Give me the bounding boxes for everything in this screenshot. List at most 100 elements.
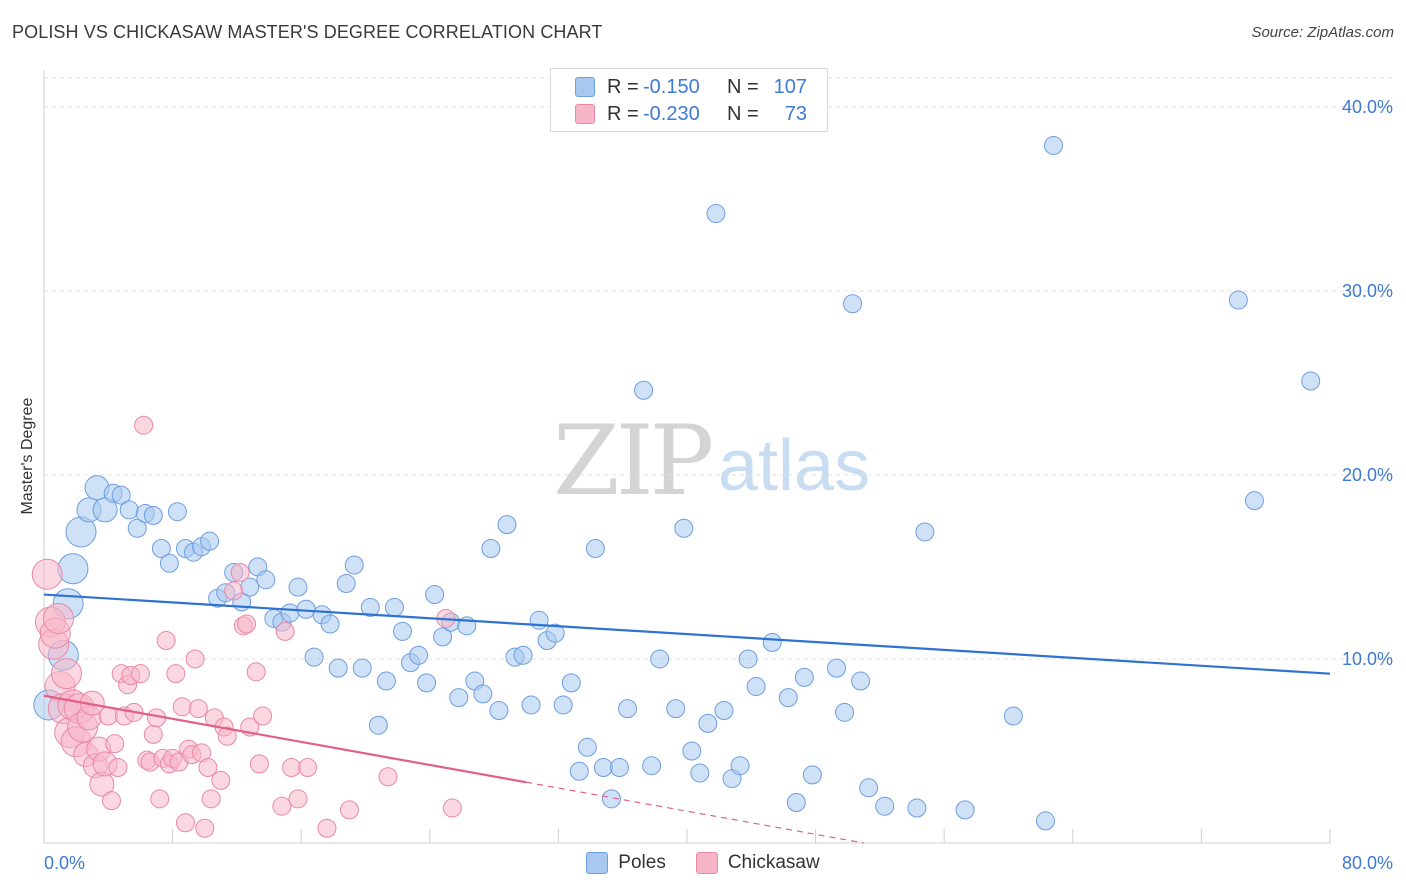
poles-point — [376, 671, 396, 691]
chickasaw-point — [42, 602, 74, 634]
y-tick-label: 10.0% — [1342, 649, 1393, 669]
poles-point — [642, 756, 662, 776]
poles-point — [384, 597, 404, 617]
poles-point — [449, 688, 469, 708]
chickasaw-point — [143, 724, 163, 744]
poles-point — [119, 500, 139, 520]
poles-point — [666, 699, 686, 719]
poles-point — [288, 577, 308, 597]
poles-point — [1044, 135, 1064, 155]
chickasaw-point — [102, 791, 122, 811]
poles-point — [433, 627, 453, 647]
chickasaw-point — [211, 770, 231, 790]
chickasaw-point — [230, 562, 250, 582]
poles-point — [360, 597, 380, 617]
poles-point — [794, 667, 814, 687]
poles-point — [698, 713, 718, 733]
chickasaw-point — [175, 813, 195, 833]
poles-point — [1244, 491, 1264, 511]
poles-point — [746, 677, 766, 697]
y-tick-label: 40.0% — [1342, 97, 1393, 117]
legend-row-chickasaw: R = -0.230 N = 73 — [575, 102, 807, 126]
chickasaw-point — [246, 662, 266, 682]
poles-point — [336, 573, 356, 593]
poles-point — [513, 645, 533, 665]
poles-point — [417, 673, 437, 693]
chickasaw-point — [317, 818, 337, 838]
poles-point — [851, 671, 871, 691]
poles-point — [1035, 811, 1055, 831]
legend-n-label: N = — [727, 102, 759, 125]
poles-point — [762, 632, 782, 652]
legend-n-value-poles: 107 — [773, 75, 807, 98]
correlation-legend: R = -0.150 N = 107 R = -0.230 N = 73 — [550, 68, 828, 132]
chart-source: Source: ZipAtlas.com — [1251, 24, 1394, 41]
poles-point — [425, 585, 445, 605]
poles-point — [786, 793, 806, 813]
x-tick-label-min: 0.0% — [44, 853, 85, 873]
legend-n-label: N = — [727, 75, 759, 98]
poles-point — [650, 649, 670, 669]
poles-point — [826, 658, 846, 678]
legend-row-poles: R = -0.150 N = 107 — [575, 75, 807, 99]
poles-point — [256, 570, 276, 590]
poles-point — [706, 204, 726, 224]
chickasaw-point — [298, 758, 318, 778]
chickasaw-point — [150, 789, 170, 809]
axes — [43, 70, 1331, 844]
poles-point — [802, 765, 822, 785]
poles-point — [320, 614, 340, 634]
poles-point — [1228, 290, 1248, 310]
poles-point — [843, 294, 863, 314]
poles-point — [111, 485, 131, 505]
poles-point — [368, 715, 388, 735]
poles-point — [553, 695, 573, 715]
watermark-zip: ZIP — [553, 405, 714, 517]
legend-label-poles: Poles — [618, 852, 666, 873]
poles-point — [601, 789, 621, 809]
poles-point — [859, 778, 879, 798]
chickasaw-point — [185, 649, 205, 669]
poles-point — [304, 647, 324, 667]
poles-point — [634, 380, 654, 400]
legend-swatch-poles — [586, 852, 609, 874]
x-tick-label-max: 80.0% — [1342, 853, 1393, 873]
poles-point — [521, 695, 541, 715]
chickasaw-point — [108, 758, 128, 778]
poles-point — [730, 756, 750, 776]
poles-point — [280, 603, 300, 623]
poles-point — [690, 763, 710, 783]
poles-point — [497, 515, 517, 535]
legend-r-label: R = — [607, 102, 639, 125]
poles-point — [545, 623, 565, 643]
chickasaw-point — [217, 726, 237, 746]
chart-title: POLISH VS CHICKASAW MASTER'S DEGREE CORR… — [12, 22, 603, 42]
poles-point — [875, 796, 895, 816]
chickasaw-point — [156, 631, 176, 651]
chickasaw-point — [378, 767, 398, 787]
chickasaw-point — [224, 581, 244, 601]
legend-item-chickasaw[interactable]: Chickasaw — [695, 852, 820, 874]
chickasaw-point — [339, 800, 359, 820]
chickasaw-point — [31, 558, 63, 590]
legend-swatch-chickasaw — [575, 104, 595, 124]
chickasaw-point — [105, 734, 125, 754]
poles-point — [907, 798, 927, 818]
poles-point — [738, 649, 758, 669]
legend-r-value-poles: -0.150 — [643, 75, 700, 98]
y-tick-label: 30.0% — [1342, 281, 1393, 301]
poles-point — [569, 761, 589, 781]
legend-item-poles[interactable]: Poles — [586, 852, 666, 874]
chickasaw-point — [282, 758, 302, 778]
poles-point — [577, 737, 597, 757]
chickasaw-point — [288, 789, 308, 809]
poles-point — [1301, 371, 1321, 391]
poles-point — [593, 758, 613, 778]
chickasaw-point — [275, 621, 295, 641]
poles-trend-line — [43, 593, 1331, 675]
y-tick-label: 20.0% — [1342, 465, 1393, 485]
poles-point — [143, 505, 163, 525]
chickasaw-point — [134, 415, 154, 435]
poles-point — [57, 553, 89, 585]
